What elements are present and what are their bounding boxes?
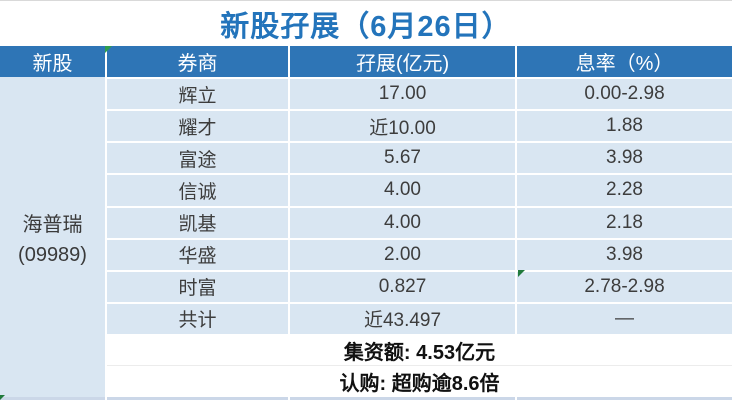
title-cell[interactable]: 新股孖展（6月26日）: [0, 1, 732, 46]
broker-cell[interactable]: 富途: [107, 141, 288, 174]
table-row: 共计 近43.497 —: [107, 301, 732, 334]
subscription-label: 认购: 超购逾8.6倍: [339, 373, 500, 395]
margin-cell[interactable]: 0.827: [290, 269, 515, 302]
rate-cell[interactable]: 2.18: [517, 205, 732, 238]
table-row: 华盛 2.00 3.98: [107, 237, 732, 270]
funding-row[interactable]: 集资额: 4.53亿元: [107, 334, 732, 365]
header-broker-label: 券商: [177, 53, 218, 75]
table-row: 信诚 4.00 2.28: [107, 173, 732, 206]
header-rate-label: 息率（%）: [575, 53, 674, 75]
stock-cell[interactable]: 海普瑞 (09989): [0, 77, 105, 397]
table-row: 凯基 4.00 2.18: [107, 205, 732, 238]
broker-cell[interactable]: 信诚: [107, 173, 288, 206]
funding-label: 集资额: 4.53亿元: [343, 342, 496, 364]
header-rate[interactable]: 息率（%）: [517, 46, 732, 77]
bottom-strip-segment: [107, 397, 288, 400]
green-triangle-icon: [0, 395, 5, 400]
stock-name: 海普瑞: [22, 213, 83, 236]
bottom-strip-segment: [0, 397, 105, 400]
bottom-strip-segment: [517, 397, 732, 400]
header-margin[interactable]: 孖展(亿元): [290, 46, 515, 77]
table-row: 耀才 近10.00 1.88: [107, 109, 732, 142]
broker-cell[interactable]: 时富: [107, 269, 288, 302]
bottom-strip-segment: [290, 397, 515, 400]
rate-cell[interactable]: 0.00-2.98: [517, 77, 732, 110]
margin-cell[interactable]: 近10.00: [290, 109, 515, 142]
rate-cell[interactable]: 3.98: [517, 237, 732, 270]
green-triangle-icon: [105, 46, 112, 53]
table-row: 时富 0.827 2.78-2.98: [107, 269, 732, 302]
rate-cell[interactable]: —: [517, 301, 732, 334]
data-rows: 辉立 17.00 0.00-2.98 耀才 近10.00 1.88 富途 5.6…: [107, 77, 732, 334]
subscription-row[interactable]: 认购: 超购逾8.6倍: [107, 365, 732, 397]
rate-cell[interactable]: 1.88: [517, 109, 732, 142]
broker-cell[interactable]: 华盛: [107, 237, 288, 270]
margin-cell[interactable]: 4.00: [290, 205, 515, 238]
table-row: 富途 5.67 3.98: [107, 141, 732, 174]
green-triangle-icon: [518, 270, 525, 277]
margin-cell[interactable]: 近43.497: [290, 301, 515, 334]
margin-cell[interactable]: 5.67: [290, 141, 515, 174]
table-row: 辉立 17.00 0.00-2.98: [107, 77, 732, 110]
header-margin-label: 孖展(亿元): [355, 53, 450, 75]
broker-cell[interactable]: 辉立: [107, 77, 288, 110]
header-stock-label: 新股: [32, 53, 73, 75]
header-stock[interactable]: 新股: [0, 46, 105, 77]
broker-cell[interactable]: 共计: [107, 301, 288, 334]
rate-cell[interactable]: 3.98: [517, 141, 732, 174]
page-title: 新股孖展（6月26日）: [220, 10, 512, 43]
header-broker[interactable]: 券商: [107, 46, 288, 77]
margin-cell[interactable]: 4.00: [290, 173, 515, 206]
rate-cell[interactable]: 2.28: [517, 173, 732, 206]
stock-code: (09989): [18, 243, 87, 266]
margin-cell[interactable]: 2.00: [290, 237, 515, 270]
rate-cell[interactable]: 2.78-2.98: [517, 269, 732, 302]
margin-cell[interactable]: 17.00: [290, 77, 515, 110]
broker-cell[interactable]: 耀才: [107, 109, 288, 142]
broker-cell[interactable]: 凯基: [107, 205, 288, 238]
